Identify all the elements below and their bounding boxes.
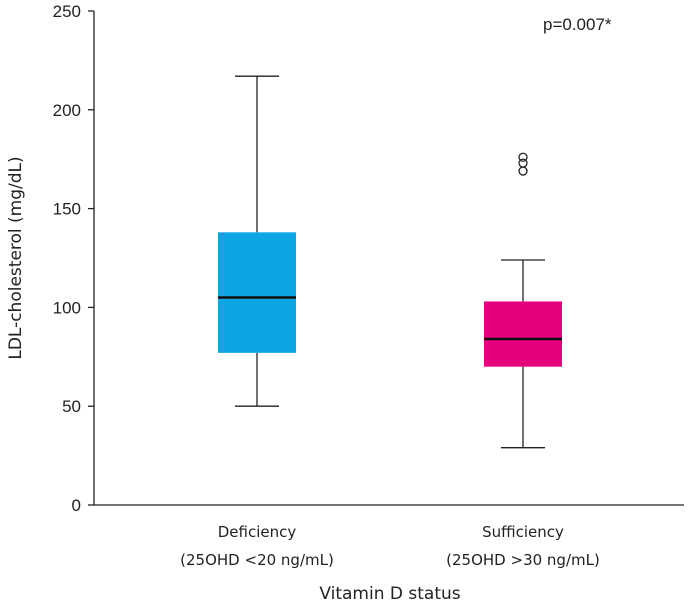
y-tick-label: 200 <box>53 101 81 120</box>
p-value-annotation: p=0.007* <box>543 15 612 34</box>
x-category-label: Sufficiency <box>482 523 564 541</box>
x-category-sublabel: (25OHD <20 ng/mL) <box>180 551 334 569</box>
x-axis-categories: Deficiency (25OHD <20 ng/mL) Sufficiency (2… <box>180 523 600 569</box>
box-group-sufficiency <box>484 152 562 449</box>
x-category-sublabel: (25OHD >30 ng/mL) <box>446 551 600 569</box>
y-axis-title: LDL-cholesterol (mg/dL) <box>6 156 26 359</box>
y-tick-label: 250 <box>53 2 81 21</box>
box-series <box>218 75 562 449</box>
outlier-point <box>518 166 528 176</box>
x-category-label: Deficiency <box>218 523 297 541</box>
box-group-deficiency <box>218 75 296 407</box>
x-axis-title: Vitamin D status <box>319 584 460 604</box>
y-tick-label: 0 <box>72 496 81 515</box>
y-tick-label: 100 <box>53 298 81 317</box>
y-tick-label: 50 <box>62 397 81 416</box>
outlier-point <box>518 158 528 168</box>
outlier-point <box>518 152 528 162</box>
iqr-box <box>484 301 562 367</box>
y-axis-ticks: 0 50 100 150 200 250 <box>53 2 94 515</box>
iqr-box <box>218 232 296 353</box>
y-tick-label: 150 <box>53 200 81 219</box>
